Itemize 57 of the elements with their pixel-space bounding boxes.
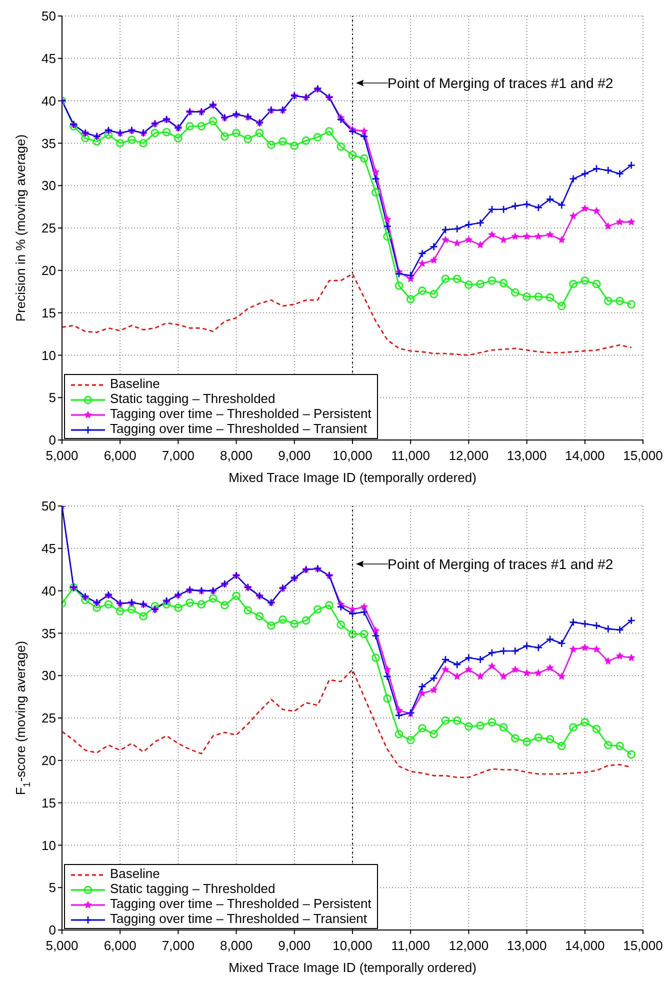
x-tick-label: 7,000 [162,448,194,464]
y-tick-label: 0 [48,432,56,448]
legend-label: Static tagging – Thresholded [110,391,276,406]
x-tick-label: 9,000 [278,448,311,464]
y-tick-label: 40 [42,93,56,108]
x-axis-title: Mixed Trace Image ID (temporally ordered) [228,960,476,975]
x-tick-label: 5,000 [46,938,78,954]
x-tick-label: 15,000 [623,448,663,464]
legend-label: Baseline [110,866,160,881]
y-tick-label: 35 [42,136,56,151]
x-tick-label: 13,000 [506,938,547,954]
legend-label: Baseline [110,376,160,391]
y-tick-label: 20 [42,753,56,768]
x-tick-label: 13,000 [506,448,547,464]
legend-label: Tagging over time – Thresholded – Persistent [110,896,372,911]
x-tick-label: 10,000 [332,448,372,464]
legend-label: Tagging over time – Thresholded – Persistent [110,406,372,421]
y-tick-label: 50 [42,498,56,514]
y-tick-label: 10 [42,838,56,853]
y-tick-label: 30 [42,668,56,684]
x-tick-label: 14,000 [565,938,605,954]
x-tick-label: 11,000 [391,938,430,954]
y-tick-label: 30 [42,178,56,194]
y-tick-label: 20 [42,263,56,278]
y-tick-label: 40 [42,583,56,598]
x-tick-label: 8,000 [220,448,253,464]
y-tick-label: 25 [42,710,56,726]
y-tick-label: 15 [42,795,56,810]
y-tick-label: 5 [48,880,56,896]
y-tick-label: 0 [48,922,56,938]
x-tick-label: 5,000 [46,448,78,464]
y-tick-label: 15 [42,305,56,320]
x-tick-label: 15,000 [623,938,663,954]
y-axis-title: Precision in % (moving average) [13,134,28,322]
x-tick-label: 12,000 [448,448,489,464]
x-tick-label: 6,000 [104,938,136,954]
y-tick-label: 45 [42,51,56,66]
x-tick-label: 12,000 [448,938,489,954]
x-tick-label: 10,000 [332,938,372,954]
x-tick-label: 11,000 [391,448,430,464]
y-tick-label: 5 [48,390,56,406]
y-tick-label: 45 [42,541,56,556]
x-axis-title: Mixed Trace Image ID (temporally ordered) [228,470,476,485]
x-tick-label: 6,000 [104,448,136,464]
y-tick-label: 35 [42,626,56,641]
legend-label: Tagging over time – Thresholded – Transient [110,421,368,436]
x-tick-label: 9,000 [278,938,311,954]
y-tick-label: 25 [42,220,56,236]
legend-label: Static tagging – Thresholded [110,881,276,896]
y-tick-label: 10 [42,348,56,363]
legend-label: Tagging over time – Thresholded – Transient [110,911,368,926]
annotation: Point of Merging of traces #1 and #2 [388,74,614,91]
x-tick-label: 7,000 [162,938,194,954]
annotation: Point of Merging of traces #1 and #2 [388,556,614,572]
y-tick-label: 50 [42,8,56,24]
x-tick-label: 8,000 [220,938,253,954]
x-tick-label: 14,000 [565,448,605,464]
